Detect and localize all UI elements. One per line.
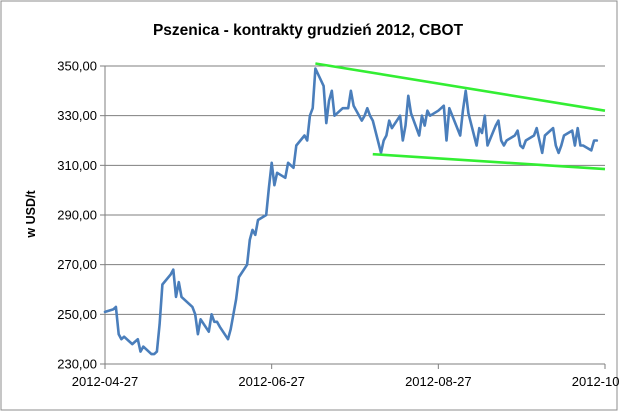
series-lines: [103, 67, 599, 356]
gridlines: [105, 65, 605, 315]
y-tick-label: 330,00: [57, 108, 97, 123]
y-tick-label: 230,00: [57, 357, 97, 372]
x-tick-label: 2012-08-27: [405, 374, 472, 389]
x-tick-label: 2012-06-27: [238, 374, 305, 389]
price-series-line: [103, 67, 599, 356]
x-tick-labels: 2012-04-27 2012-06-27 2012-08-27 2012-10-27: [72, 374, 620, 389]
x-tick-label: 2012-04-27: [72, 374, 139, 389]
y-tick-label: 350,00: [57, 59, 97, 74]
x-tick-label: 2012-10-27: [572, 374, 620, 389]
trend-lines: [315, 62, 606, 171]
y-tick-label: 310,00: [57, 158, 97, 173]
y-tick-labels: 230,00 250,00 270,00 290,00 310,00 330,00 350,…: [57, 59, 97, 372]
y-axis-label: w USD/t: [24, 190, 38, 239]
chart-title: Pszenica - kontrakty grudzień 2012, CBOT: [153, 22, 464, 39]
y-tick-label: 270,00: [57, 257, 97, 272]
axes: [100, 65, 606, 369]
y-tick-label: 250,00: [57, 307, 97, 322]
trend-line: [372, 152, 606, 171]
y-tick-label: 290,00: [57, 208, 97, 223]
trend-line: [315, 62, 606, 112]
